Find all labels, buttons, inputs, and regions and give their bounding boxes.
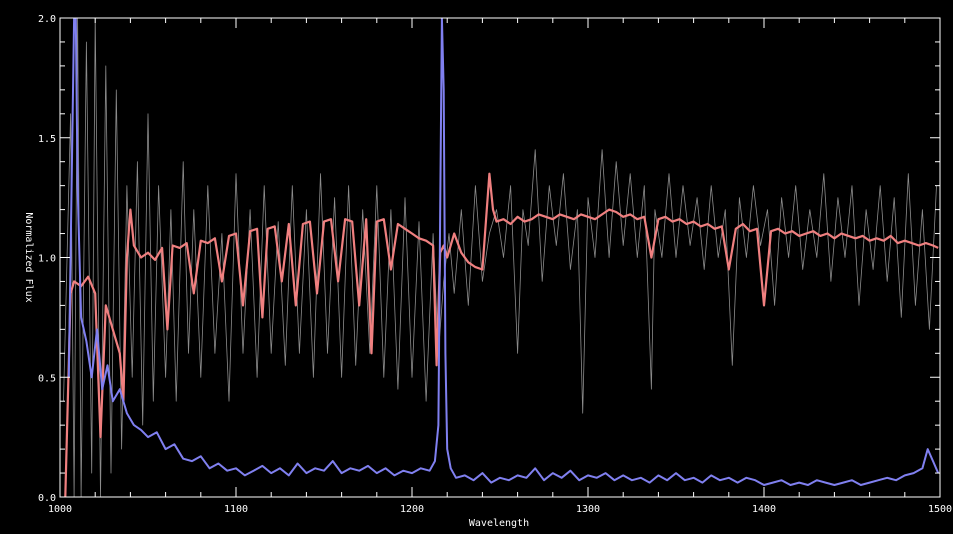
x-tick-label: 1100	[224, 504, 248, 515]
y-tick-label: 0.5	[38, 373, 56, 384]
y-tick-label: 1.5	[38, 134, 56, 145]
data-series-layer	[63, 18, 940, 497]
y-tick-label: 1.0	[38, 254, 56, 265]
x-tick-label: 1400	[752, 504, 776, 515]
y-tick-label: 0.0	[38, 493, 56, 504]
y-tick-label: 2.0	[38, 14, 56, 25]
axes-layer: 1000 1100 1200 1300 1400 1500 0.0 0.5 1.0 1.5 2.0	[38, 14, 952, 515]
y-axis-label-group: Normalized Flux	[23, 212, 34, 302]
x-tick-label: 1200	[400, 504, 424, 515]
x-tick-label: 1000	[48, 504, 72, 515]
x-tick-label: 1500	[928, 504, 952, 515]
x-axis-label: Wavelength	[469, 518, 529, 529]
y-axis-label: Normalized Flux	[23, 212, 34, 302]
series-line-1	[63, 18, 937, 497]
series-line-2	[64, 172, 939, 497]
x-tick-label: 1300	[576, 504, 600, 515]
series-line-3	[67, 18, 940, 486]
